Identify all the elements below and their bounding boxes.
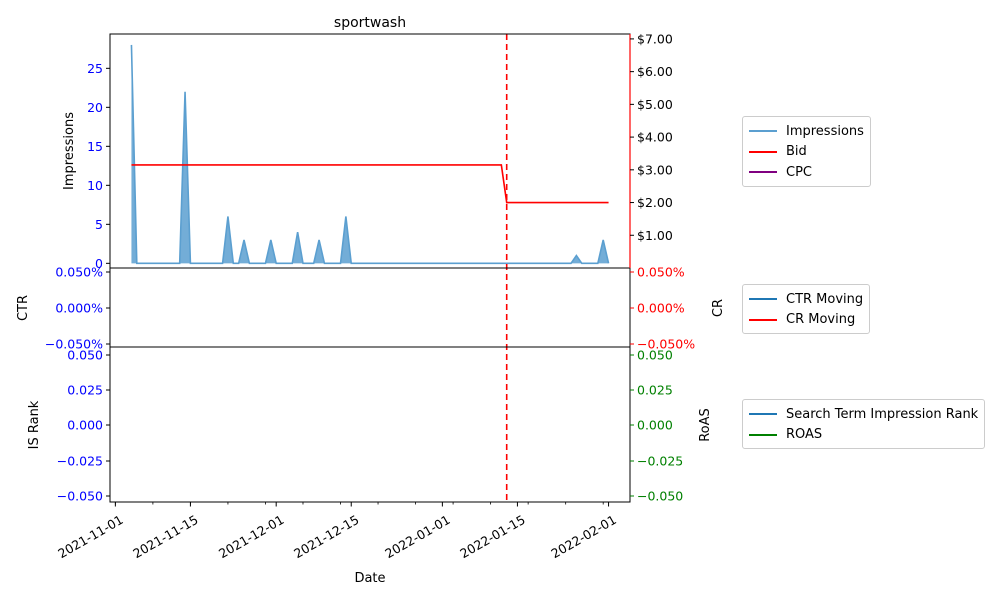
p1-left-5-label: 5: [95, 217, 103, 232]
legend-entry: CR Moving: [749, 310, 863, 331]
p3-left-0-label: 0.050: [67, 348, 103, 363]
p2-ylabel-right: CR: [711, 299, 726, 317]
p1-right-1-label: $1.00: [637, 228, 673, 243]
p3-right-3-label: −0.025: [637, 454, 683, 469]
p2-left-2-label: −0.050%: [45, 337, 103, 352]
legend-swatch: [749, 433, 777, 436]
x-tick-label-2021-11-15: 2021-11-15: [130, 512, 200, 561]
p1-right-3-label: $3.00: [637, 162, 673, 177]
legend-label: Search Term Impression Rank: [786, 406, 979, 422]
legend-label: ROAS: [786, 427, 823, 443]
legend-entry: Search Term Impression Rank: [749, 404, 978, 425]
legend-panel-2: CTR Moving CR Moving: [742, 284, 871, 334]
legend-entry: CPC: [749, 162, 864, 183]
legend-swatch: [749, 150, 777, 153]
legend-entry: Impressions: [749, 121, 864, 142]
legend-swatch: [749, 298, 777, 301]
p3-left-2-label: 0.000: [67, 418, 103, 433]
legend-label: CTR Moving: [786, 291, 864, 307]
p1-left-25-label: 25: [87, 61, 103, 76]
legend-label: CR Moving: [786, 312, 856, 328]
p1-left-15-label: 15: [87, 139, 103, 154]
p3-ylabel-left: IS Rank: [27, 400, 42, 449]
p1-right-2-label: $2.00: [637, 195, 673, 210]
legend-swatch: [749, 171, 777, 174]
p1-left-0-label: 0: [95, 256, 103, 271]
p3-right-4-label: −0.050: [637, 489, 683, 504]
p1-right-5-label: $5.00: [637, 97, 673, 112]
legend-label: Bid: [786, 144, 807, 160]
x-tick-label-2022-01-15: 2022-01-15: [457, 512, 527, 561]
p1-right-7-label: $7.00: [637, 31, 673, 46]
p1-ylabel-left: Impressions: [62, 112, 77, 190]
p3-left-1-label: 0.025: [67, 383, 103, 398]
p1-left-10-label: 10: [87, 178, 103, 193]
legend-swatch: [749, 318, 777, 321]
x-tick-label-2021-11-01: 2021-11-01: [55, 512, 125, 561]
x-tick-label-2021-12-15: 2021-12-15: [291, 512, 361, 561]
p2-left-0-label: 0.050%: [55, 265, 103, 280]
p3-right-1-label: 0.025: [637, 383, 673, 398]
x-tick-label-2022-02-01: 2022-02-01: [548, 512, 618, 561]
panel-2-frame: [109, 267, 631, 348]
legend-label: CPC: [786, 164, 812, 180]
legend-label: Impressions: [786, 123, 864, 139]
legend-swatch: [749, 130, 777, 133]
p2-right-1-label: 0.000%: [637, 301, 685, 316]
legend-entry: CTR Moving: [749, 289, 863, 310]
x-tick-label-2021-12-01: 2021-12-01: [216, 512, 286, 561]
bid-line: [131, 164, 609, 204]
p1-left-20-label: 20: [87, 100, 103, 115]
p3-left-3-label: −0.025: [57, 454, 103, 469]
legend-swatch: [749, 413, 777, 416]
x-tick-label-2022-01-01: 2022-01-01: [382, 512, 452, 561]
p1-right-4-label: $4.00: [637, 130, 673, 145]
legend-panel-3: Search Term Impression Rank ROAS: [742, 399, 986, 449]
p2-left-1-label: 0.000%: [55, 301, 103, 316]
p3-left-4-label: −0.050: [57, 489, 103, 504]
panel-3-frame: [109, 346, 631, 503]
p3-ylabel-right: RoAS: [698, 408, 713, 442]
legend-entry: ROAS: [749, 425, 978, 446]
p2-right-2-label: −0.050%: [637, 337, 695, 352]
impressions-area: [131, 44, 609, 264]
x-axis-label: Date: [354, 571, 385, 586]
chart-title: sportwash: [334, 15, 406, 31]
legend-entry: Bid: [749, 142, 864, 163]
p2-ylabel-left: CTR: [16, 295, 31, 321]
p3-right-0-label: 0.050: [637, 348, 673, 363]
legend-panel-1: Impressions Bid CPC: [742, 116, 871, 187]
p3-right-2-label: 0.000: [637, 418, 673, 433]
impressions-line: [130, 44, 610, 265]
p2-right-0-label: 0.050%: [637, 265, 685, 280]
p1-right-6-label: $6.00: [637, 64, 673, 79]
